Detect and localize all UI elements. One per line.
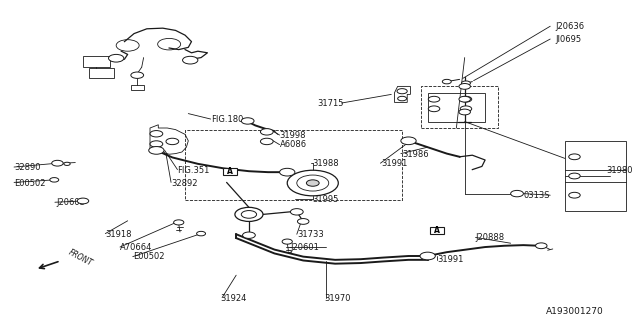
Circle shape [569,154,580,160]
Bar [430,227,444,234]
Circle shape [52,160,63,166]
Circle shape [569,192,580,198]
Circle shape [196,231,205,236]
Circle shape [280,168,295,176]
Circle shape [461,81,470,85]
Circle shape [569,173,580,179]
Circle shape [401,137,416,145]
Bar [223,168,237,175]
Circle shape [243,232,255,238]
Text: 31924: 31924 [220,294,246,303]
Circle shape [173,220,184,225]
Circle shape [420,252,435,260]
Circle shape [397,89,407,94]
Bar [428,93,485,122]
Text: A: A [435,226,440,235]
Circle shape [241,118,254,124]
Circle shape [428,96,440,102]
Circle shape [460,106,472,112]
Circle shape [148,147,164,154]
Text: FRONT: FRONT [67,248,94,268]
Text: 31986: 31986 [402,150,429,159]
Circle shape [282,239,292,244]
Circle shape [428,106,440,112]
Circle shape [150,141,163,147]
Circle shape [511,190,524,197]
Circle shape [297,175,329,191]
Bar [131,85,143,90]
Bar [185,130,402,200]
Circle shape [459,109,470,115]
Bar [565,141,625,211]
Circle shape [50,178,59,182]
Text: 31970: 31970 [324,294,351,303]
Circle shape [116,40,139,51]
Text: J20603: J20603 [56,198,85,207]
Text: 31995: 31995 [313,195,339,204]
Text: A70664: A70664 [120,243,152,252]
Text: E00502: E00502 [132,252,164,261]
Text: 31998: 31998 [280,131,306,140]
Text: FIG.180: FIG.180 [211,115,243,124]
Circle shape [235,207,263,221]
Circle shape [459,84,470,89]
Circle shape [536,243,547,249]
Polygon shape [394,86,410,102]
Bar [90,68,114,78]
Circle shape [307,180,319,186]
Circle shape [182,56,198,64]
Circle shape [260,129,273,135]
Circle shape [287,170,339,196]
Text: JI0695: JI0695 [556,35,582,44]
Circle shape [260,138,273,145]
Text: 31733: 31733 [297,230,324,239]
Text: J20888: J20888 [476,233,505,242]
Circle shape [150,131,163,137]
Text: 31980: 31980 [606,166,633,175]
Circle shape [64,162,70,165]
Text: 31918: 31918 [106,230,132,239]
Circle shape [291,209,303,215]
Text: A: A [227,167,233,176]
Circle shape [241,211,257,218]
Text: A193001270: A193001270 [545,307,603,316]
Circle shape [131,72,143,78]
Circle shape [442,79,451,84]
Bar [421,86,498,128]
Text: 32890: 32890 [14,163,40,172]
Circle shape [459,96,470,102]
Text: FIG.351: FIG.351 [177,166,210,175]
Text: E00502: E00502 [14,179,45,188]
Text: 31991: 31991 [381,159,408,168]
Circle shape [166,138,179,145]
Circle shape [460,96,472,102]
Circle shape [77,198,89,204]
Text: 31988: 31988 [313,159,339,168]
Text: 0313S: 0313S [524,191,550,200]
Circle shape [397,96,406,101]
Circle shape [109,54,124,62]
Text: J20601: J20601 [291,243,319,252]
Text: 32892: 32892 [171,179,198,188]
Text: J20636: J20636 [556,22,584,31]
Bar [83,56,110,67]
Text: A6086: A6086 [280,140,307,149]
Text: 31991: 31991 [437,255,463,264]
Circle shape [157,38,180,50]
Circle shape [298,219,309,224]
Text: 31715: 31715 [317,99,344,108]
